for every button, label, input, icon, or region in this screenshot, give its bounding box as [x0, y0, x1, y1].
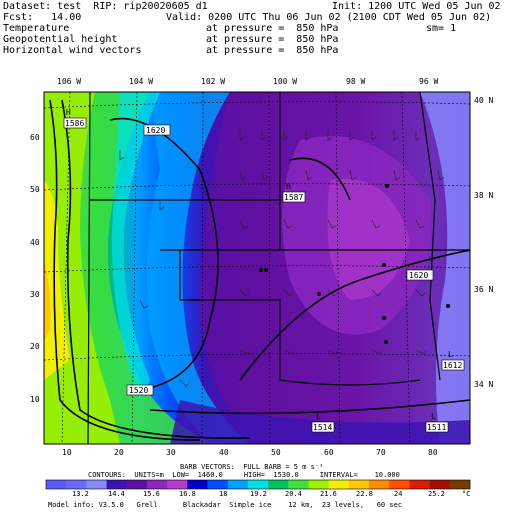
colorbar-swatch — [268, 480, 289, 489]
contour-label: 1587 — [284, 193, 303, 202]
svg-text:106 W: 106 W — [57, 77, 81, 86]
valid-label: Valid: 0200 UTC Thu 06 Jun 02 (2100 CDT … — [166, 12, 492, 23]
field-level-2: at pressure = 850 hPa — [206, 34, 339, 45]
svg-text:40: 40 — [30, 238, 40, 247]
svg-text:30: 30 — [30, 290, 40, 299]
colorbar-swatch — [187, 480, 208, 489]
colorbar-swatch — [328, 480, 350, 489]
low-marker: L — [316, 412, 321, 421]
svg-text:60: 60 — [324, 448, 334, 457]
colorbar-swatch — [66, 480, 87, 489]
svg-text:98 W: 98 W — [346, 77, 365, 86]
contour-label: 1612 — [443, 361, 462, 370]
contour-label: 1586 — [65, 119, 84, 128]
init-label: Init: 1200 UTC Wed 05 Jun 02 — [332, 1, 501, 12]
high-marker: H — [286, 182, 291, 191]
colorbar-swatch — [247, 480, 269, 489]
field-name-1: Temperature — [3, 23, 70, 34]
latitude-labels: 40 N 38 N 36 N 34 N — [474, 96, 493, 389]
low-marker: L — [431, 412, 436, 421]
colorbar-swatch — [389, 480, 410, 489]
colorbar-swatch — [146, 480, 168, 489]
colorbar-unit: °C — [462, 490, 471, 498]
colorbar-label: 21.6 — [320, 490, 337, 498]
svg-text:20: 20 — [114, 448, 124, 457]
colorbar-label: 25.2 — [428, 490, 445, 498]
field-name-3: Horizontal wind vectors — [3, 45, 142, 56]
colorbar-label: 15.6 — [143, 490, 160, 498]
svg-text:40: 40 — [219, 448, 229, 457]
dataset-label: Dataset: test RIP: rip20020605 d1 — [3, 1, 208, 12]
colorbar-swatch — [126, 480, 148, 489]
svg-text:102 W: 102 W — [201, 77, 225, 86]
svg-text:40 N: 40 N — [474, 96, 493, 105]
barb-vectors-note: BARB VECTORS: FULL BARB = 5 m s⁻¹ — [180, 463, 324, 471]
svg-text:30: 30 — [166, 448, 176, 457]
contour-label: 1514 — [313, 423, 332, 432]
colorbar-swatch — [86, 480, 107, 489]
svg-text:10: 10 — [62, 448, 72, 457]
svg-text:104 W: 104 W — [129, 77, 153, 86]
low-marker: L — [448, 350, 453, 359]
wind-barbs — [119, 130, 445, 415]
y-tick-labels: 60 50 40 30 20 10 — [30, 133, 40, 404]
model-info: Model info: V3.5.0 Grell Blackadar Simpl… — [48, 501, 403, 509]
colorbar-label: 16.8 — [179, 490, 196, 498]
contour-labels: 1620 1520 1620 1586 1587 1514 1511 1612 … — [63, 108, 465, 433]
svg-text:60: 60 — [30, 133, 40, 142]
smoothing-label: sm= 1 — [426, 23, 457, 34]
x-tick-labels: 10 20 30 40 50 60 70 80 — [62, 448, 438, 457]
contour-label: 1620 — [146, 126, 165, 135]
svg-text:50: 50 — [30, 185, 40, 194]
colorbar-swatch — [46, 480, 67, 489]
colorbar-label: 20.4 — [285, 490, 302, 498]
temperature-field — [44, 92, 470, 444]
colorbar-label: 18 — [219, 490, 228, 498]
svg-text:70: 70 — [376, 448, 386, 457]
contour-label: 1620 — [409, 271, 428, 280]
fcst-label: Fcst: 14.00 — [3, 12, 82, 23]
colorbar-label: 14.4 — [108, 490, 125, 498]
contour-label: 1520 — [129, 386, 148, 395]
colorbar-swatch — [308, 480, 329, 489]
contour-label: 1511 — [427, 423, 446, 432]
svg-text:20: 20 — [30, 342, 40, 351]
colorbar-swatch — [409, 480, 430, 489]
colorbar-swatch — [106, 480, 128, 489]
longitude-labels: 106 W 104 W 102 W 100 W 98 W 96 W — [57, 77, 438, 86]
colorbar-swatch — [288, 480, 309, 489]
colorbar-label: 22.8 — [356, 490, 373, 498]
svg-text:100 W: 100 W — [273, 77, 297, 86]
contours-note: CONTOURS: UNITS=m LOW= 1460.0 HIGH= 1530… — [88, 471, 400, 479]
high-marker: H — [66, 108, 71, 117]
colorbar-swatch — [449, 480, 471, 489]
colorbar-swatch — [369, 480, 390, 489]
field-name-2: Geopotential height — [3, 34, 118, 45]
colorbar-frame — [45, 479, 471, 490]
colorbar-swatch — [207, 480, 229, 489]
colorbar-swatch — [429, 480, 451, 489]
svg-text:80: 80 — [428, 448, 438, 457]
svg-text:96 W: 96 W — [419, 77, 438, 86]
svg-text:34 N: 34 N — [474, 380, 493, 389]
colorbar-label: 24 — [394, 490, 403, 498]
colorbar — [45, 479, 471, 490]
colorbar-label: 13.2 — [72, 490, 89, 498]
colorbar-swatch — [348, 480, 370, 489]
svg-text:10: 10 — [30, 395, 40, 404]
colorbar-swatch — [167, 480, 188, 489]
colorbar-swatch — [227, 480, 249, 489]
svg-text:36 N: 36 N — [474, 285, 493, 294]
svg-text:38 N: 38 N — [474, 191, 493, 200]
field-level-1: at pressure = 850 hPa — [206, 23, 339, 34]
field-level-3: at pressure = 850 hPa — [206, 45, 339, 56]
colorbar-label: 19.2 — [250, 490, 267, 498]
svg-text:50: 50 — [271, 448, 281, 457]
